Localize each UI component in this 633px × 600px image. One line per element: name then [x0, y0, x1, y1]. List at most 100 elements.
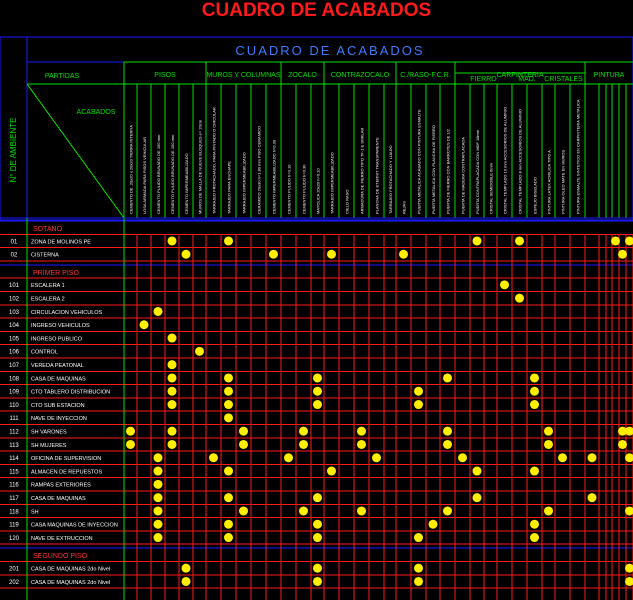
column-header-17: PLANCHA DE ETERNIT TRANSPARENTE: [375, 137, 380, 214]
column-header-30: PINTURA OLEO MATE EN MUROS: [561, 150, 566, 214]
room-name: CONTROL: [31, 350, 58, 356]
finish-mark: [224, 466, 233, 476]
room-name: VEREDA PEATONAL: [31, 363, 84, 369]
room-name: CASA DE MAQUINAS: [31, 376, 86, 382]
diagonal-line: [26, 83, 125, 219]
room-number: 110: [9, 403, 19, 409]
column-header-18: TARRAJEO FROTACHADO Y LIJADO: [388, 145, 393, 214]
column-header-27: CRISTAL TEMPLADO 8 mm ACCESORIOS DE ALUM…: [518, 109, 523, 214]
finish-mark: [224, 519, 233, 529]
finish-mark: [530, 400, 539, 410]
acabados-label: ACABADOS: [77, 109, 116, 116]
finish-mark: [195, 346, 204, 356]
finish-mark: [299, 439, 308, 449]
column-header-13: MAYOLICA 20x20 h=0.10: [316, 168, 321, 214]
column-header-20: PUERTA METALICA ACABADO CON PINTURA ESMA…: [417, 109, 422, 214]
finish-mark: [414, 576, 423, 586]
column-header-19: REJAS: [402, 201, 407, 214]
finish-mark: [224, 373, 233, 383]
finish-mark: [500, 280, 509, 290]
room-name: CASA DE MAQUINAS 2do Nivel: [31, 580, 110, 586]
finish-mark: [239, 439, 248, 449]
finish-mark: [472, 466, 482, 476]
finish-mark: [414, 563, 423, 573]
group-header-5: CARPINTERIA: [496, 72, 543, 79]
finish-mark: [625, 563, 633, 573]
finish-mark: [443, 506, 452, 516]
finish-mark: [153, 493, 163, 503]
finish-mark: [443, 373, 452, 383]
finish-mark: [618, 426, 627, 436]
header-border: [0, 36, 633, 221]
room-number: 112: [9, 430, 19, 436]
finish-mark: [181, 249, 191, 259]
finish-mark: [625, 236, 633, 246]
group-header-3: CONTRAZOCALO: [331, 72, 390, 79]
room-number: 108: [9, 376, 20, 382]
finish-mark: [153, 453, 163, 463]
finish-mark: [313, 400, 322, 410]
finish-mark: [472, 236, 482, 246]
group-header-2: ZOCALO: [288, 72, 317, 79]
room-name: CASA DE MAQUINAS 2do Nivel: [31, 567, 110, 573]
room-number: 101: [9, 283, 20, 289]
subgroup-header-2: CRISTALES: [544, 76, 583, 83]
finish-mark: [224, 493, 233, 503]
finish-mark: [153, 306, 163, 316]
room-number: 119: [9, 523, 19, 529]
column-header-9: CERAMICO 20x30 h=1.80 mm PISO CERAMICO: [257, 126, 262, 214]
room-number: 103: [9, 310, 20, 316]
finish-mark: [587, 453, 597, 463]
column-header-0: CEMENTO DE .20x20 x 20x20 TIERRA INTERNA: [129, 125, 134, 214]
room-number: 01: [11, 239, 18, 245]
room-name: SH VARONES: [31, 430, 67, 436]
group-header-4: C./RASO-F.C.R.: [400, 72, 451, 79]
room-number: 102: [9, 297, 20, 303]
finish-mark: [167, 400, 177, 410]
finish-mark: [544, 439, 553, 449]
finish-mark: [357, 426, 366, 436]
column-header-5: MUROS DE MALLA DE NUEVE BLOQUES e= 20cm: [198, 119, 203, 214]
column-header-2: CEMENTO PULIDO BRUNADO DE 150 mm: [156, 134, 161, 214]
finish-mark: [299, 506, 308, 516]
room-number: 118: [9, 509, 19, 515]
room-number: 201: [9, 567, 20, 573]
finish-mark: [126, 426, 135, 436]
column-header-6: TARRAJEO FROTACHADO, PARA PINTADO O CIRC…: [212, 107, 217, 214]
finish-mark: [269, 249, 278, 259]
finish-mark: [224, 533, 233, 543]
finish-mark: [625, 426, 633, 436]
finish-mark: [313, 373, 322, 383]
room-number: 117: [9, 496, 19, 502]
column-header-1: LOSA ARMADA PARA PISOS VEHICULAR: [142, 137, 147, 214]
finish-mark: [153, 533, 163, 543]
room-number: 02: [11, 253, 18, 259]
partidas-label: PARTIDAS: [45, 73, 80, 80]
room-name: NAVE DE EXTRUCCION: [31, 536, 93, 542]
room-number: 104: [9, 323, 20, 329]
finish-mark: [153, 479, 163, 489]
column-header-4: CEMENTO IMPERMEABILIZADO: [184, 153, 189, 214]
finish-mark: [428, 519, 438, 529]
room-name: ALMACEN DE REPUESTOS: [31, 469, 102, 475]
finish-mark: [224, 413, 233, 423]
column-header-26: CRISTAL TEMPLADO 10 mm ACCESORIOS DE ALU…: [503, 107, 508, 214]
section-label-2: SEGUNDO PISO: [33, 553, 88, 560]
column-header-7: TARRAJEO PARA ENCHAPE: [227, 161, 232, 214]
finish-mark: [167, 373, 177, 383]
room-name: CTO SUB ESTACION: [31, 403, 85, 409]
finish-mark: [181, 563, 191, 573]
room-name: CTO TABLERO DISTRIBUCION: [31, 390, 110, 396]
column-header-12: CEMENTO PULIDO h=0.30: [302, 164, 307, 214]
finish-mark: [167, 333, 177, 343]
finish-mark: [558, 453, 567, 463]
finish-mark: [313, 519, 322, 529]
finish-mark: [530, 386, 539, 396]
finish-mark: [313, 533, 322, 543]
finish-mark: [153, 519, 163, 529]
finish-mark: [458, 453, 467, 463]
room-number: 115: [9, 469, 19, 475]
room-number: 116: [9, 483, 19, 489]
